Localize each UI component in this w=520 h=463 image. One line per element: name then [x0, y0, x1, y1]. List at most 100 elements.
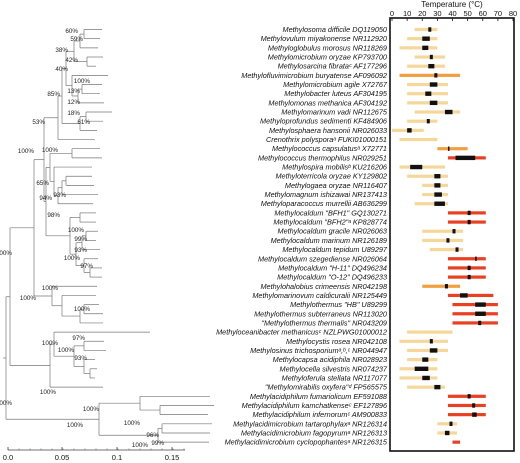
phylogenetic-tree: [3, 29, 214, 443]
bootstrap-value: 100%: [64, 255, 81, 262]
optimum-bar: [444, 284, 448, 289]
taxon-label: Methylococcus thermophilus NR029251: [258, 153, 387, 162]
temperature-ticks: 0 10 20 30 40 50 60 70 80: [390, 9, 517, 21]
optimum-bar: [449, 421, 453, 427]
temp-tick-label: 10: [403, 9, 411, 18]
taxon-label: Methyloterricola oryzae KY129802: [275, 172, 387, 181]
taxon-label: Methylocystis rosea NR042108: [286, 337, 388, 346]
temp-tick-label: 30: [433, 9, 441, 18]
optimum-bar: [475, 256, 477, 261]
bootstrap-value: 100%: [0, 400, 12, 407]
temperature-axis-title: Temperature (°C): [421, 0, 483, 9]
taxon-label: Methyloprofundus sedimenti KF484906: [260, 117, 388, 126]
taxon-label: Methylocella silvestris NR074237: [280, 364, 388, 373]
growth-range-bar: [414, 27, 438, 32]
taxon-label: Methylocaldum "BFH1" GQ130271: [274, 208, 387, 217]
taxon-label: Methylacidiphilum kamchatkenseᶜ EF127896: [242, 401, 388, 410]
bootstrap-value: 60%: [65, 28, 78, 35]
taxon-label: Methyloceanibacter methanicusᶜ NZLPWG010…: [216, 328, 387, 337]
temp-tick-label: 70: [494, 9, 502, 18]
taxon-label: Methylacidimicrobium tartarophylaxᵃ NR12…: [233, 419, 387, 428]
optimum-bar: [444, 430, 450, 436]
growth-range-bar: [407, 82, 448, 87]
bootstrap-value: 42%: [65, 57, 78, 64]
optimum-bar: [446, 238, 450, 243]
taxon-label: Methylosphaera hansonii NR026033: [269, 126, 387, 135]
temp-tick-label: 20: [418, 9, 426, 18]
taxon-label: "Methylomirabilis oxyfera"ᵈ FP565575: [265, 383, 388, 392]
bootstrap-value: 97%: [72, 335, 85, 342]
growth-range-bar: [447, 394, 486, 398]
optimum-bar: [429, 348, 438, 353]
optimum-bar: [422, 375, 430, 381]
bootstrap-value: 18%: [67, 110, 80, 117]
optimum-bar: [429, 54, 433, 60]
growth-range-bar: [399, 376, 438, 380]
growth-range-bar: [452, 321, 498, 325]
taxon-label: Methyloglobulus morosus NR118269: [268, 43, 387, 52]
taxon-label: Methylocapsa acidiphila NR028923: [273, 355, 387, 364]
bootstrap-value: 100%: [40, 389, 57, 396]
taxon-label: Methylacidimicrobium fagopyrumᵃ NR126313: [241, 428, 387, 437]
bootstrap-value: 61%: [77, 119, 90, 126]
bootstrap-value: 59%: [70, 36, 83, 43]
bootstrap-value: 99%: [151, 440, 164, 447]
optimum-bar: [434, 73, 438, 78]
scale-tick-label: 0.1: [112, 453, 122, 462]
growth-range-bar: [422, 238, 464, 243]
growth-range-bar: [447, 293, 494, 298]
bootstrap-value: 38%: [55, 47, 68, 54]
bootstrap-value: 53%: [32, 119, 45, 126]
taxon-label: Methylomicrobium oryzae KP793700: [268, 53, 387, 62]
optimum-bar: [472, 403, 476, 408]
optimum-bar: [414, 366, 429, 371]
bootstrap-value: 100%: [68, 227, 85, 234]
optimum-bar: [467, 394, 471, 399]
optimum-bar: [429, 100, 438, 106]
bootstrap-value: 93%: [74, 355, 87, 362]
taxon-label: Methylospira mobilisᵇ KU216206: [282, 163, 388, 172]
bootstrap-value: 100%: [42, 340, 59, 347]
optimum-bar: [422, 357, 429, 362]
bootstrap-value: 13%: [67, 88, 80, 95]
bootstrap-value: 100%: [42, 147, 59, 154]
growth-range-bar: [399, 73, 461, 77]
growth-range-bar: [447, 403, 486, 408]
growth-range-bar: [452, 440, 461, 444]
optimum-bar: [447, 146, 450, 151]
taxon-label: Methylothermus "HB" U89299: [290, 300, 387, 309]
bootstrap-value: 94%: [39, 195, 52, 202]
bootstrap-value: 100%: [74, 78, 91, 85]
growth-range-bar: [447, 266, 486, 270]
bootstrap-value: 100%: [20, 295, 37, 302]
growth-range-bar: [414, 110, 461, 114]
optimum-bar: [422, 36, 430, 41]
taxon-label: Methylosinus trichosporiumᵃ,ᵇ,ᶜ NR044947: [250, 346, 388, 355]
taxon-label: Methylogaea oryzae NR116407: [285, 181, 388, 190]
bootstrap-value: 100%: [0, 250, 12, 257]
taxon-label: Methylocaldum tepidum U89297: [282, 245, 388, 254]
optimum-bar: [467, 210, 471, 216]
growth-range-bar: [447, 220, 486, 224]
temp-tick-label: 60: [479, 9, 487, 18]
bootstrap-value: 93%: [74, 247, 87, 254]
taxon-labels: Methylosoma difficile DQ119050Methylovul…: [216, 25, 388, 447]
branch-length-scale: 0.0 0.05 0.1 0.15: [3, 447, 185, 462]
optimum-bar: [428, 27, 432, 32]
growth-range-bar: [447, 257, 486, 261]
growth-range-bar: [429, 247, 464, 252]
taxon-label: Methylocaldum gracile NR026063: [277, 227, 387, 236]
taxon-label: Methylovulum miyakonense NR112920: [261, 34, 387, 43]
optimum-bar: [434, 183, 441, 188]
bootstrap-value: 97%: [80, 263, 93, 270]
bootstrap-value: 12%: [67, 99, 80, 106]
optimum-bar: [478, 320, 482, 326]
optimum-bar: [475, 302, 486, 307]
taxon-label: Methylacidiphilum infernorumᶜ AM900833: [252, 410, 387, 419]
optimum-bar: [434, 192, 442, 197]
bootstrap-value: 98%: [47, 212, 60, 219]
optimum-bar: [428, 63, 435, 69]
growth-range-bar: [422, 284, 461, 288]
growth-range-bar: [407, 101, 448, 105]
optimum-bar: [426, 119, 430, 124]
